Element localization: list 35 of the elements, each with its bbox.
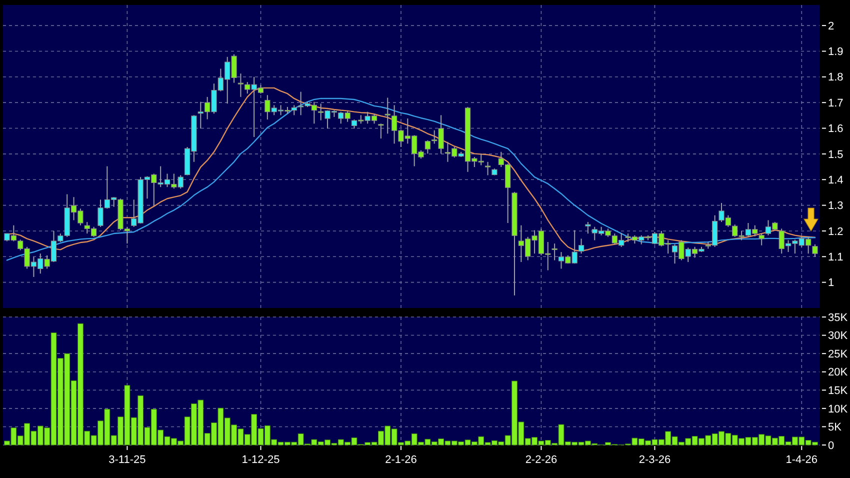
y-tick-label: 2 — [828, 20, 834, 32]
x-tick-label: 2-2-26 — [525, 454, 558, 466]
x-tick-label: 2-1-26 — [385, 454, 417, 466]
y-tick-label: 1.6 — [828, 123, 844, 136]
x-tick-label: 2-3-26 — [638, 454, 671, 466]
y-tick-label: 1.1 — [828, 251, 844, 264]
y-tick-label: 25K — [828, 348, 848, 360]
candlestick — [552, 243, 558, 261]
y-tick-label: 1.7 — [828, 97, 844, 110]
candlestick — [384, 97, 390, 134]
x-tick-label: 3-11-25 — [108, 454, 146, 466]
y-tick-label: 1.5 — [828, 148, 844, 161]
y-tick-label: 1.4 — [828, 174, 844, 186]
y-tick-label: 1.2 — [828, 226, 844, 238]
x-tick-label: 1-4-26 — [786, 454, 818, 466]
y-tick-label: 1.8 — [828, 72, 844, 84]
candlestick — [578, 238, 584, 254]
x-tick-label: 1-12-25 — [242, 454, 280, 466]
y-tick-label: 0 — [828, 440, 834, 452]
candlestick — [378, 123, 384, 140]
candlestick — [238, 73, 244, 98]
y-tick-label: 1.9 — [828, 46, 844, 58]
y-tick-label: 15K — [828, 384, 848, 397]
candlestick — [424, 140, 430, 154]
y-tick-label: 35K — [828, 312, 848, 324]
y-tick-label: 1.3 — [828, 200, 844, 212]
y-tick-label: 10K — [828, 403, 848, 416]
candlestick — [484, 161, 491, 176]
candlestick — [758, 233, 764, 246]
y-tick-label: 5K — [828, 422, 842, 434]
candlestick — [812, 244, 818, 258]
y-tick-label: 1 — [828, 277, 834, 290]
y-tick-label: 30K — [828, 330, 848, 342]
candlestick — [585, 221, 591, 234]
y-tick-label: 20K — [828, 366, 848, 379]
